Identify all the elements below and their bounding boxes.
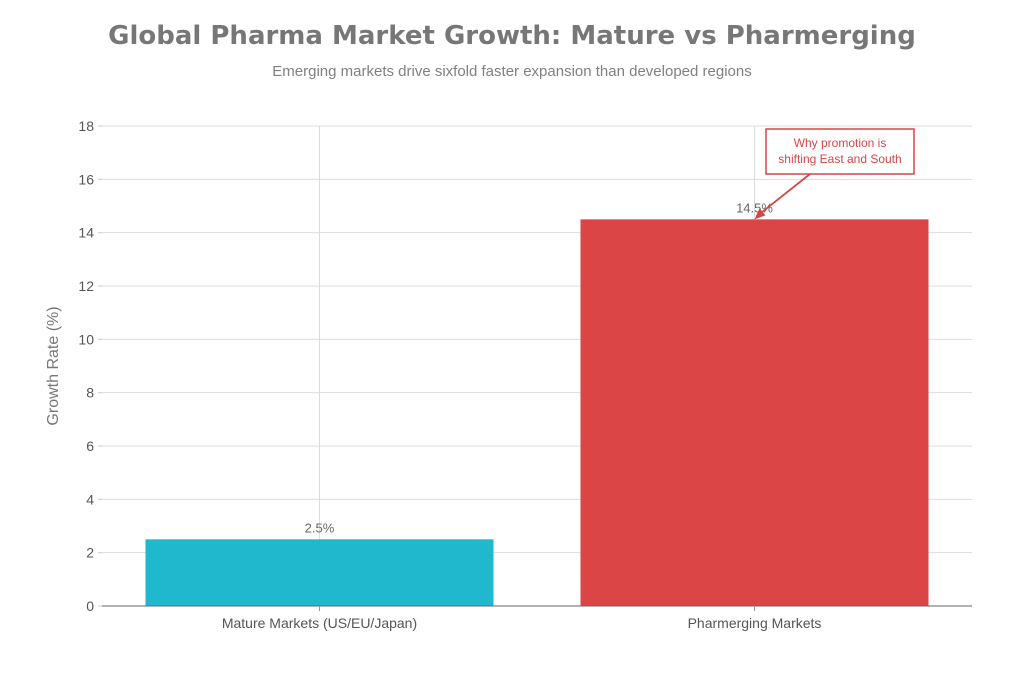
annotation-box — [765, 128, 915, 175]
data-label: 2.5% — [305, 520, 335, 535]
annotation-text: shifting East and South — [778, 152, 901, 166]
x-tick-label: Mature Markets (US/EU/Japan) — [222, 615, 417, 631]
y-tick-label: 2 — [86, 545, 94, 561]
annotation-text: Why promotion is — [794, 136, 887, 150]
chart-subtitle: Emerging markets drive sixfold faster ex… — [272, 63, 751, 80]
y-tick-label: 18 — [78, 118, 94, 134]
y-tick-label: 14 — [78, 225, 94, 241]
axes: 0 2 4 6 8 10 12 14 16 18 Mature Markets (US/EU/Jap… — [78, 118, 972, 631]
annotation-arrowhead — [754, 208, 766, 220]
y-tick-label: 0 — [86, 598, 94, 614]
y-axis-label: Growth Rate (%) — [45, 306, 62, 425]
y-tick-label: 16 — [78, 171, 94, 187]
y-tick-label: 4 — [86, 491, 94, 507]
y-tick-label: 12 — [78, 278, 94, 294]
chart-title: Global Pharma Market Growth: Mature vs P… — [108, 21, 916, 51]
y-tick-label: 6 — [86, 438, 94, 454]
annotation-arrow-line — [759, 173, 811, 215]
bars — [145, 219, 929, 607]
data-labels: 2.5%14.5% — [305, 200, 774, 535]
bar-2 — [580, 219, 929, 607]
y-tick-label: 10 — [78, 331, 94, 347]
annotation: Why promotion is shifting East and South — [754, 128, 915, 220]
y-tick-label: 8 — [86, 385, 94, 401]
x-tick-label: Pharmerging Markets — [688, 615, 822, 631]
gridlines — [102, 125, 972, 606]
bar-1 — [145, 539, 494, 606]
